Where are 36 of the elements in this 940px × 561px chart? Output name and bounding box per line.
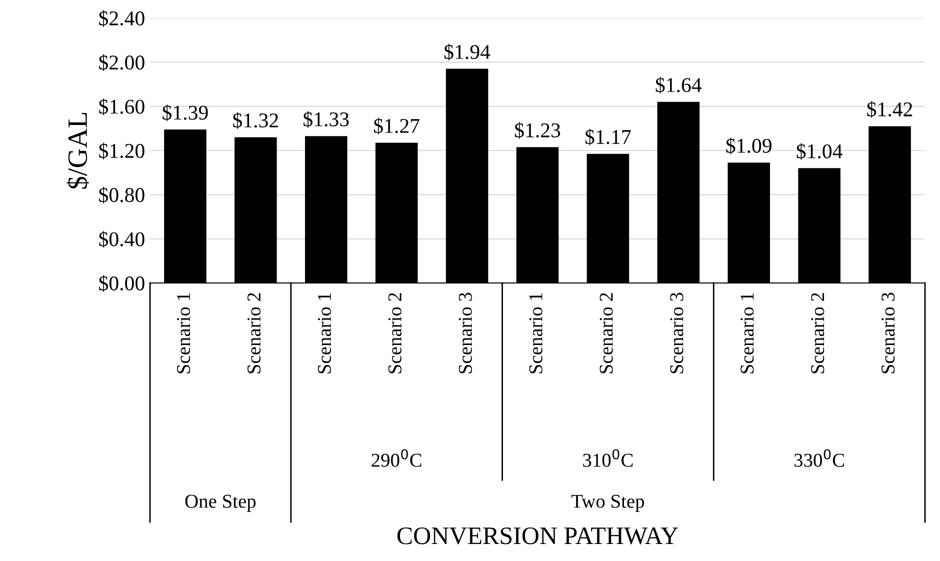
x-tick-label: Scenario 2 <box>247 293 261 374</box>
data-label: $1.42 <box>867 101 912 118</box>
x-tick-label: Scenario 1 <box>177 293 190 374</box>
data-label: $1.32 <box>233 112 278 129</box>
data-label: $1.09 <box>726 138 772 154</box>
x-tick-label: Scenario 2 <box>388 293 402 374</box>
y-tick-label: $0.00 <box>99 275 144 292</box>
data-label: $1.39 <box>162 104 208 122</box>
y-tick-label: $2.40 <box>99 10 144 27</box>
data-label: $1.23 <box>514 122 560 139</box>
x-tick-label: Scenario 3 <box>458 292 472 374</box>
y-tick-label: $2.00 <box>99 54 144 71</box>
y-tick-label: $1.20 <box>99 142 144 160</box>
text: Two Step <box>571 494 644 512</box>
text: 290$^{0}$C <box>372 449 422 467</box>
x-tick-label: Scenario 1 <box>740 293 754 374</box>
x-tick-label: Scenario 3 <box>670 292 684 374</box>
y-tick-label: $1.60 <box>99 98 144 116</box>
text: One Step <box>185 494 256 512</box>
y-axis-title: $/GAL <box>66 112 89 189</box>
x-tick-label: Scenario 2 <box>811 293 824 374</box>
data-label: $1.27 <box>374 118 420 134</box>
x-tick-label: Scenario 2 <box>600 293 613 374</box>
data-label: $1.64 <box>656 76 702 94</box>
text: CONVERSION PATHWAY <box>397 527 678 544</box>
x-tick-label: Scenario 1 <box>318 293 332 374</box>
data-label: $1.94 <box>444 44 490 60</box>
x-tick-label: Scenario 1 <box>529 293 542 374</box>
data-label: $1.17 <box>585 128 631 146</box>
text: 310$^{0}$C <box>583 449 633 467</box>
y-tick-label: $0.40 <box>99 230 144 248</box>
data-label: $1.04 <box>796 143 842 160</box>
text: 330$^{0}$C <box>794 449 844 467</box>
y-tick-label: $0.80 <box>99 186 144 204</box>
data-label: $1.33 <box>304 111 349 128</box>
x-tick-label: Scenario 3 <box>882 292 895 374</box>
